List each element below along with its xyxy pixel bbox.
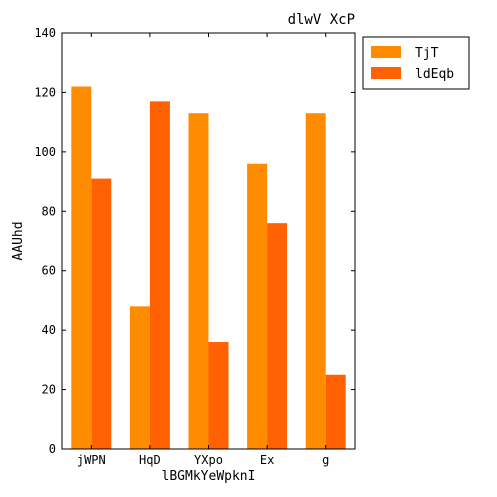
bar-ldEqb-g [325, 374, 346, 449]
legend: TjT ldEqb [362, 36, 470, 90]
bar-ldEqb-HqD [149, 101, 170, 449]
legend-label-TjT: TjT [415, 46, 439, 61]
y-tick-label: 80 [42, 204, 56, 218]
x-tick-label: YXpo [194, 453, 223, 467]
y-tick-label: 100 [34, 145, 56, 159]
x-axis-ticks: jWPN HqD YXpo Ex g [77, 33, 329, 467]
x-axis-label: lBGMkYeWpknI [162, 469, 256, 484]
y-tick-label: 140 [34, 26, 56, 40]
y-tick-label: 0 [49, 442, 56, 456]
legend-box [362, 36, 470, 90]
bar-TjT-g [305, 113, 326, 449]
bar-TjT-YXpo [188, 113, 209, 449]
x-tick-label: HqD [139, 453, 161, 467]
x-tick-label: Ex [260, 453, 274, 467]
y-tick-label: 60 [42, 264, 56, 278]
y-axis-ticks: 0 20 40 60 80 100 120 140 [34, 26, 355, 456]
y-tick-label: 40 [42, 323, 56, 337]
bar-ldEqb-Ex [267, 223, 288, 449]
bar-ldEqb-jWPN [91, 178, 112, 449]
bar-ldEqb-YXpo [208, 342, 229, 449]
y-axis-label: AAUhd [11, 221, 26, 260]
y-tick-label: 120 [34, 85, 56, 99]
bar-TjT-HqD [129, 306, 150, 449]
x-tick-label: g [322, 453, 329, 467]
legend-swatch-ldEqb [371, 67, 401, 79]
legend-swatch-TjT [371, 46, 401, 58]
chart-title: dlwV XcP [288, 12, 355, 28]
y-tick-label: 20 [42, 383, 56, 397]
legend-label-ldEqb: ldEqb [415, 67, 454, 82]
bar-TjT-jWPN [71, 86, 92, 449]
x-tick-label: jWPN [77, 453, 106, 467]
bar-TjT-Ex [247, 163, 268, 449]
bars-group [71, 86, 346, 449]
